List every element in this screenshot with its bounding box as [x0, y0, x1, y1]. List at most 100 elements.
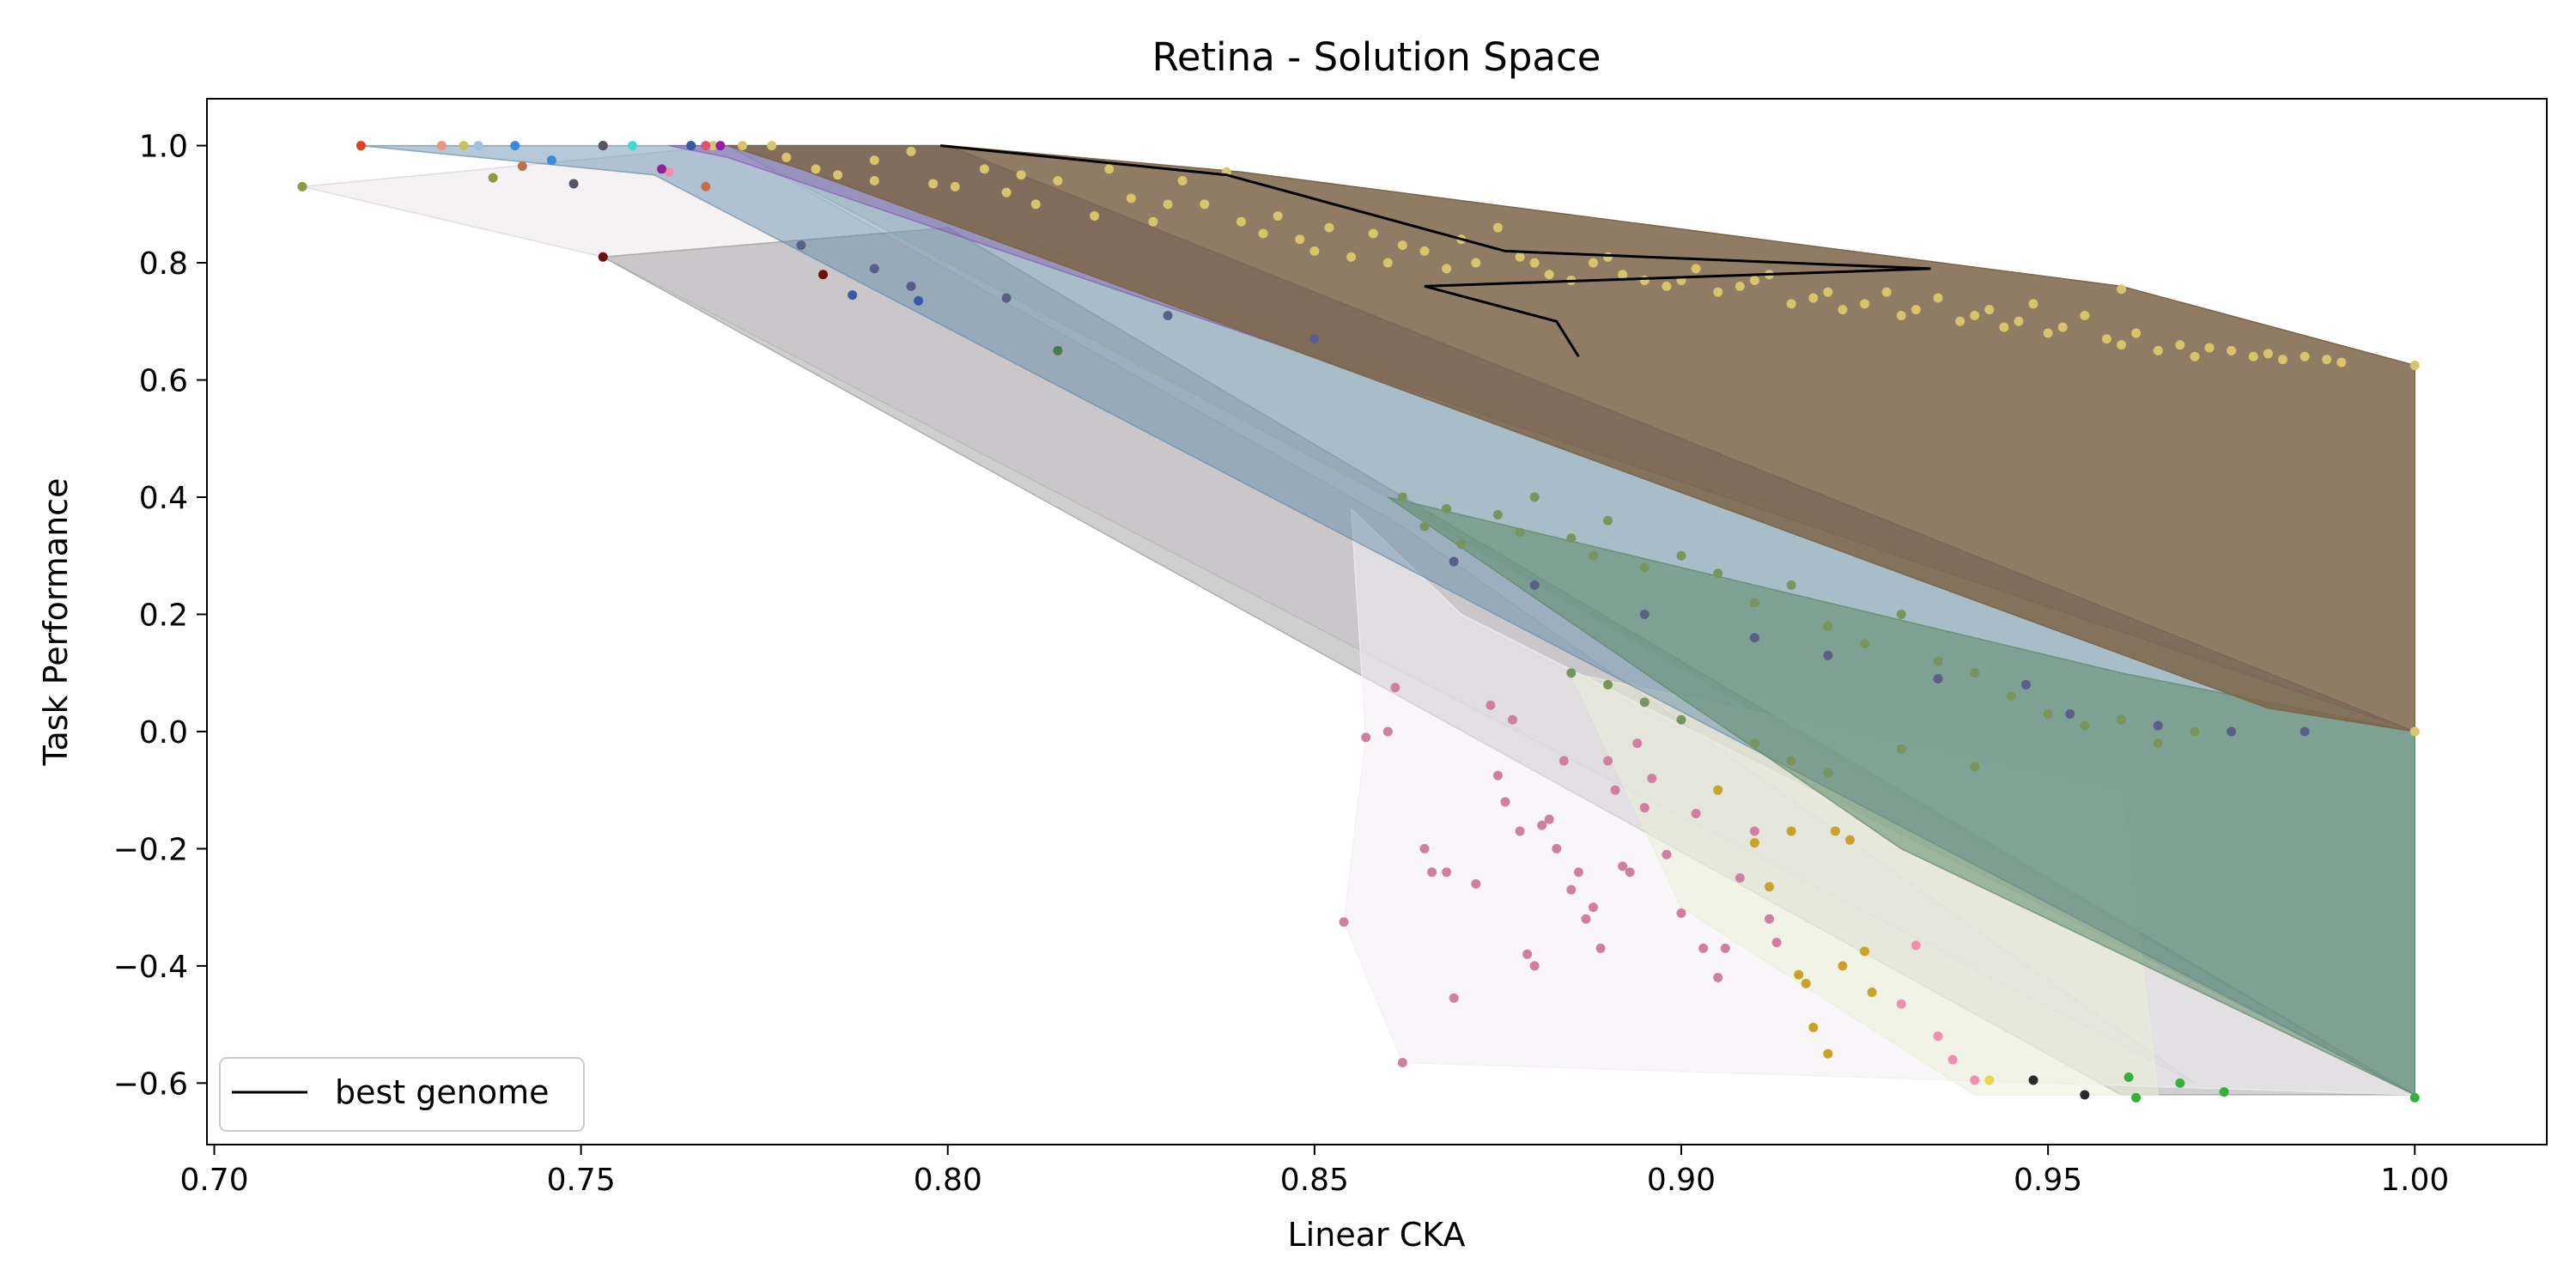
- data-point-s14-1: [546, 155, 556, 166]
- data-point-s2-16: [1860, 639, 1870, 649]
- plot-frame: [206, 98, 2548, 1145]
- data-point-s0-43: [1588, 258, 1598, 268]
- legend: best genome: [219, 1057, 585, 1132]
- x-tick-label-3: 0.85: [1280, 1163, 1349, 1198]
- data-point-s0-61: [1911, 305, 1921, 315]
- data-point-s1-14: [2020, 679, 2031, 690]
- data-point-s2-13: [1749, 598, 1759, 608]
- y-tick-label-3: 0.4: [139, 481, 188, 516]
- data-point-s1-15: [2065, 708, 2075, 719]
- data-point-s0-82: [2277, 355, 2287, 365]
- data-point-s1-12: [1823, 650, 1833, 660]
- data-point-s2-3: [1456, 539, 1467, 550]
- data-point-s4-8: [1838, 961, 1848, 971]
- data-point-s0-19: [1148, 216, 1158, 227]
- data-point-s0-66: [1999, 322, 2009, 332]
- data-point-s3-15: [1529, 961, 1540, 971]
- data-point-s0-65: [1984, 305, 1995, 315]
- data-point-s0-79: [2227, 345, 2237, 355]
- data-point-s0-33: [1397, 240, 1407, 251]
- data-point-s0-1: [738, 141, 748, 151]
- data-point-s2-25: [2190, 726, 2200, 737]
- data-point-s2-30: [1749, 738, 1759, 749]
- data-point-s1-6: [1163, 310, 1173, 320]
- data-point-s0-75: [2153, 345, 2163, 355]
- data-point-s4-7: [1830, 826, 1840, 836]
- data-point-s3-37: [1720, 943, 1730, 953]
- data-point-s3-40: [1765, 914, 1775, 924]
- data-point-s1-19: [2300, 726, 2310, 737]
- data-point-s3-5: [1419, 843, 1430, 854]
- y-tick-label-4: 0.2: [139, 598, 188, 633]
- data-point-s0-3: [781, 152, 792, 162]
- data-point-s3-17: [1544, 814, 1554, 824]
- data-point-s0-40: [1529, 258, 1540, 268]
- x-tick-label-0: 0.70: [179, 1163, 248, 1198]
- data-point-s1-2: [796, 240, 806, 251]
- data-point-s0-60: [1896, 310, 1906, 320]
- data-point-s3-25: [1603, 756, 1613, 766]
- data-point-s2-24: [2153, 738, 2163, 749]
- data-point-s0-30: [1346, 252, 1357, 262]
- data-point-s0-50: [1713, 287, 1723, 297]
- data-point-s0-87: [2409, 726, 2420, 737]
- data-point-s2-28: [1639, 697, 1649, 708]
- data-point-s19-1: [657, 164, 667, 174]
- data-point-s0-86: [2409, 360, 2420, 370]
- data-point-s6-0: [2123, 1072, 2134, 1083]
- data-point-s14-0: [510, 141, 520, 151]
- data-point-s0-38: [1492, 222, 1503, 233]
- data-point-s3-18: [1552, 843, 1562, 854]
- data-point-s2-6: [1529, 492, 1540, 502]
- x-tick-label-6: 1.00: [2380, 1163, 2449, 1198]
- data-point-s0-70: [2057, 322, 2068, 332]
- data-point-s3-31: [1647, 774, 1657, 784]
- data-point-s2-0: [1397, 492, 1407, 502]
- data-point-s12-0: [459, 141, 469, 151]
- data-point-s0-6: [869, 155, 879, 166]
- data-point-s2-12: [1713, 568, 1723, 579]
- best-genome-line: [940, 144, 1931, 358]
- data-point-s3-34: [1691, 808, 1701, 818]
- data-point-s2-22: [2080, 720, 2090, 731]
- data-point-s2-10: [1639, 562, 1649, 573]
- data-point-s3-6: [1442, 867, 1452, 878]
- y-tick-label-6: −0.2: [113, 832, 188, 867]
- data-point-s4-4: [1801, 978, 1811, 988]
- data-point-s5-4: [1970, 1075, 1980, 1085]
- data-point-s0-10: [950, 181, 960, 191]
- data-point-s3-38: [1735, 873, 1745, 884]
- data-point-s3-30: [1639, 803, 1649, 813]
- data-point-s2-23: [2117, 714, 2127, 725]
- data-point-s22-0: [598, 252, 608, 262]
- data-point-s2-5: [1515, 527, 1525, 538]
- data-point-s19-0: [715, 141, 726, 151]
- data-point-s4-1: [1749, 838, 1759, 848]
- data-point-s0-24: [1236, 216, 1246, 227]
- data-point-s1-11: [1749, 633, 1759, 643]
- data-point-s5-3: [1947, 1054, 1958, 1065]
- data-point-s3-39: [1749, 826, 1759, 836]
- x-tick-label-4: 0.90: [1647, 1163, 1716, 1198]
- data-point-s0-21: [1177, 176, 1188, 186]
- data-point-s0-59: [1881, 287, 1892, 297]
- data-point-s1-17: [2153, 720, 2163, 731]
- data-point-s0-77: [2190, 351, 2200, 361]
- data-point-s0-67: [2014, 316, 2024, 326]
- data-point-s0-84: [2322, 355, 2332, 365]
- data-point-s1-13: [1933, 674, 1943, 684]
- data-point-s0-25: [1258, 228, 1268, 239]
- data-point-s0-56: [1823, 287, 1833, 297]
- data-point-s0-62: [1933, 293, 1943, 303]
- data-point-s3-41: [1771, 938, 1782, 948]
- x-axis: 0.70 0.75 0.80 0.85 0.90 0.95 1.00: [179, 1145, 2449, 1198]
- data-point-s4-10: [1860, 946, 1870, 957]
- data-point-s7-0: [1053, 345, 1063, 355]
- data-point-s0-11: [979, 164, 989, 174]
- data-point-s0-52: [1749, 276, 1759, 286]
- data-point-s3-9: [1485, 700, 1496, 710]
- y-tick-label-8: −0.6: [113, 1066, 188, 1102]
- y-tick-label-5: 0.0: [139, 715, 188, 750]
- data-point-s0-57: [1838, 305, 1848, 315]
